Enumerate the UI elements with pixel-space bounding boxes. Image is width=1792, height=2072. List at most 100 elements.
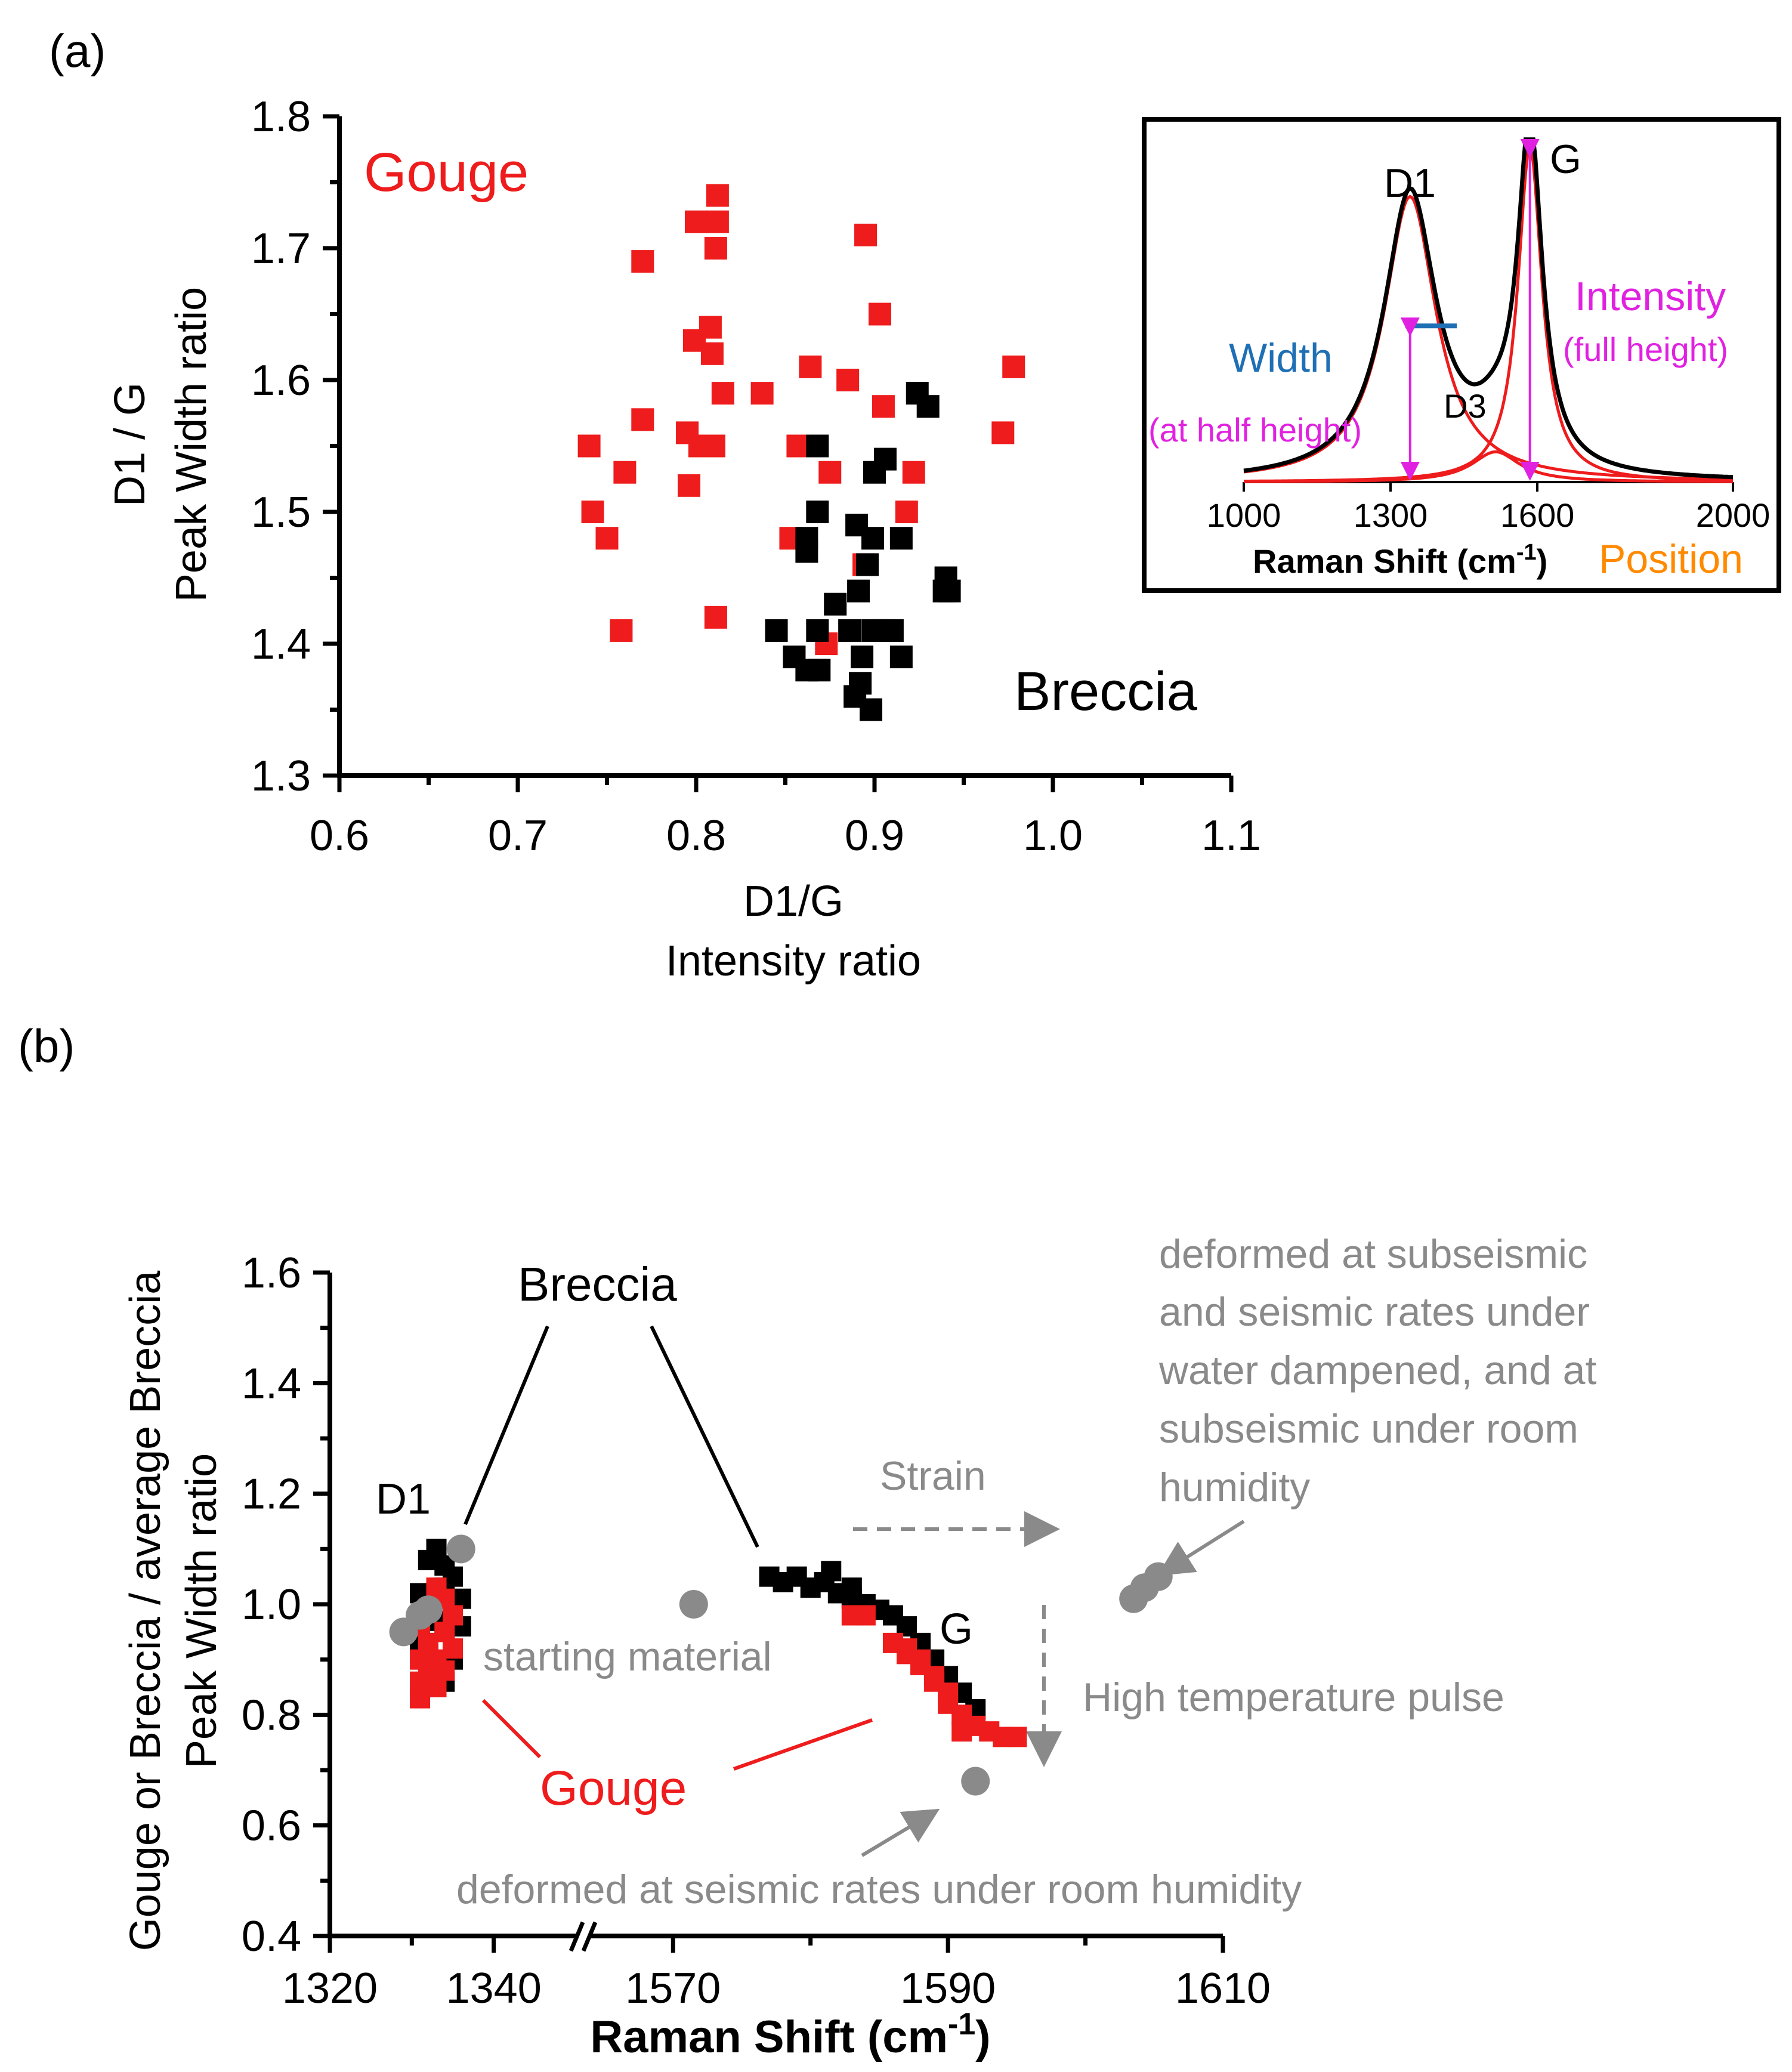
gouge-pointer-right	[733, 1718, 873, 1771]
chart-b-y-tick-label: 1.4	[242, 1360, 301, 1407]
chart-a-point-breccia	[808, 659, 831, 682]
chart-a-point-gouge	[836, 369, 860, 391]
chart-b-point-gouge	[855, 1605, 876, 1626]
inset-label-intensity: Intensity	[1575, 274, 1726, 319]
chart-a-y-tick-label: 1.7	[251, 225, 311, 273]
chart-b-d1-label: D1	[376, 1475, 431, 1523]
chart-a-y-tick-label: 1.3	[251, 752, 311, 800]
chart-a-point-gouge	[786, 434, 810, 458]
chart-a-point-breccia	[838, 619, 861, 642]
chart-b-point-experiments	[1144, 1562, 1173, 1591]
chart-a-point-gouge	[702, 434, 725, 458]
chart-a-x-tick-label: 0.8	[666, 812, 726, 860]
chart-a-breccia-label: Breccia	[1014, 661, 1198, 722]
chart-a-point-gouge	[581, 501, 604, 523]
chart-b-y-tick-label: 0.8	[242, 1691, 301, 1739]
inset-spectrum: 1000 1300 1600 2000 D1 G D3 Width (at half …	[1142, 117, 1781, 593]
panel-label-b: (b)	[18, 1020, 75, 1072]
chart-a-point-gouge	[704, 606, 727, 629]
chart-a-point-breccia	[795, 540, 818, 563]
inset-x-title: Raman Shift (cm-1)	[1253, 540, 1547, 580]
chart-b-strain-label: Strain	[880, 1453, 986, 1499]
chart-a-x-title-2: Intensity ratio	[666, 937, 921, 985]
chart-b-x-title: Raman Shift (cm-1)	[590, 2007, 990, 2062]
chart-b-breccia-label: Breccia	[518, 1258, 677, 1311]
breccia-pointer-right	[650, 1325, 759, 1548]
chart-a-point-gouge	[868, 302, 891, 326]
chart-b-point-breccia	[821, 1561, 842, 1582]
chart-a-point-breccia	[880, 619, 904, 642]
chart-a-gouge-label: Gouge	[364, 142, 529, 203]
chart-a-point-gouge	[700, 342, 724, 365]
chart-a-point-breccia	[889, 527, 913, 550]
chart-a-point-gouge	[631, 408, 654, 431]
chart-a-point-gouge	[706, 184, 729, 207]
chart-a-y-title-1: D1 / G	[106, 382, 154, 507]
chart-b-x-tick-label: 1610	[1175, 1965, 1271, 2012]
seismic-room-pointer-arrow	[861, 1808, 940, 1857]
chart-a: 0.6 0.7 0.8 0.9 1.0 1.1 1.3 1.4 1.5 1.6 1.7 1.8 D1 …	[106, 93, 1261, 985]
chart-a-point-gouge	[685, 210, 707, 233]
breccia-pointer-left	[464, 1325, 549, 1526]
chart-b-point-experiments	[446, 1534, 475, 1564]
chart-b-y-tick-label: 1.6	[242, 1249, 301, 1297]
chart-a-point-gouge	[895, 501, 918, 523]
chart-b-high-temperature-label: High temperature pulse	[1083, 1675, 1504, 1720]
chart-a-point-gouge	[610, 619, 633, 642]
inset-label-d1: D1	[1384, 160, 1436, 206]
chart-a-point-breccia	[916, 395, 940, 418]
chart-a-point-breccia	[806, 501, 829, 523]
chart-a-point-breccia	[806, 434, 829, 458]
chart-a-point-gouge	[678, 474, 701, 497]
chart-b-y-tick-label: 0.6	[242, 1802, 301, 1850]
chart-b-y-title-2: Peak Width ratio	[178, 1453, 225, 1768]
chart-a-point-breccia	[938, 579, 961, 603]
chart-a-x-tick-label: 1.1	[1201, 812, 1261, 860]
chart-a-point-gouge	[872, 395, 895, 418]
chart-b-subseismic-line-2: and seismic rates under	[1159, 1289, 1590, 1335]
chart-b-point-experiments	[679, 1590, 708, 1619]
inset-spectrum-line	[1243, 137, 1734, 480]
chart-a-point-gouge	[799, 355, 822, 378]
chart-a-point-breccia	[861, 527, 885, 550]
chart-a-point-gouge	[991, 421, 1015, 444]
chart-a-point-breccia	[851, 646, 874, 669]
chart-a-point-breccia	[849, 672, 872, 695]
chart-b-subseismic-line-5: humidity	[1159, 1465, 1310, 1510]
chart-a-y-tick-label: 1.6	[251, 357, 311, 404]
chart-b-point-experiments	[961, 1767, 990, 1796]
inset-frame	[1142, 117, 1781, 593]
chart-b-point-gouge	[410, 1688, 431, 1709]
chart-a-x-title-1: D1/G	[743, 878, 844, 925]
inset-label-width: Width	[1229, 335, 1333, 381]
chart-a-y-tick-label: 1.5	[251, 489, 311, 536]
chart-a-point-gouge	[1002, 355, 1025, 378]
chart-a-y-tick-label: 1.8	[251, 93, 311, 141]
inset-x-tick-label: 1600	[1500, 496, 1575, 534]
chart-b-point-gouge	[951, 1721, 972, 1742]
inset-label-width-note: (at half height)	[1148, 411, 1362, 449]
chart-b-starting-material-label: starting material	[483, 1634, 772, 1679]
panel-label-a: (a)	[49, 24, 106, 77]
chart-a-point-breccia	[860, 698, 883, 721]
inset-label-intensity-note: (full height)	[1563, 331, 1728, 368]
chart-b-point-gouge	[1006, 1727, 1027, 1747]
chart-a-point-breccia	[847, 579, 870, 603]
chart-a-point-gouge	[631, 250, 654, 273]
chart-a-point-gouge	[704, 237, 727, 260]
chart-b: 1320 1340 1570 1590 1610 0.4 0.6 0.8 1.0 1.2 1.4 1.…	[122, 1231, 1596, 2062]
inset-label-d3: D3	[1444, 387, 1487, 425]
chart-b-gouge-label: Gouge	[540, 1761, 687, 1815]
chart-a-point-gouge	[818, 461, 842, 484]
chart-b-subseismic-line-3: water dampened, and at	[1158, 1348, 1596, 1393]
chart-a-point-gouge	[711, 382, 734, 405]
chart-a-x-tick-label: 1.0	[1023, 812, 1083, 860]
chart-a-x-tick-label: 0.7	[488, 812, 548, 860]
inset-label-position: Position	[1599, 536, 1743, 582]
subseismic-pointer-arrow	[1157, 1520, 1245, 1576]
inset-fit-g	[1244, 143, 1734, 483]
chart-b-x-tick-label: 1340	[446, 1965, 542, 2012]
chart-b-y-title-1: Gouge or Breccia / average Breccia	[122, 1270, 169, 1951]
chart-a-point-gouge	[902, 461, 925, 484]
